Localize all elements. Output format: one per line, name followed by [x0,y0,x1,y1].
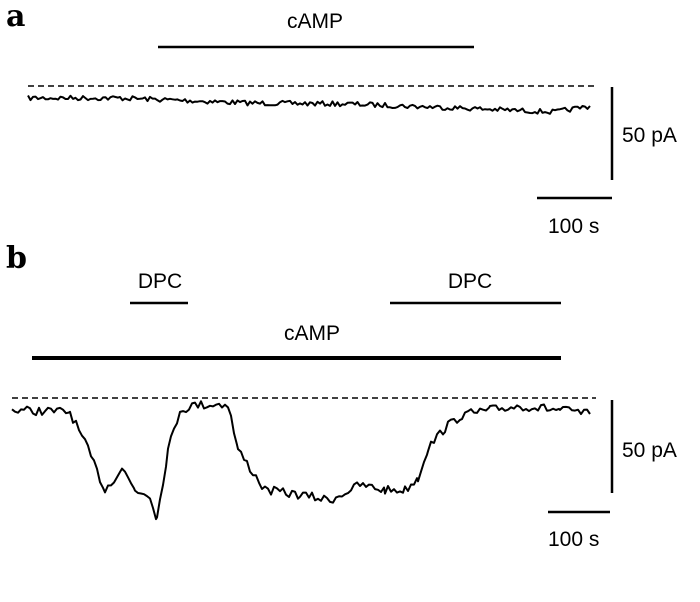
scale-label-time: 100 s [548,215,599,238]
panel-a: a cAMP 50 pA 100 s [6,0,677,238]
treatment-label: cAMP [287,10,343,33]
scale-label-current: 50 pA [622,439,677,462]
panel-b: b DPC DPC cAMP 50 pA 100 s [6,241,677,551]
treatment-label: DPC [138,270,182,293]
treatment-label: cAMP [284,322,340,345]
panel-label: b [6,241,27,276]
current-trace [27,94,591,115]
panel-label: a [6,0,25,34]
scale-label-time: 100 s [548,528,599,551]
scale-label-current: 50 pA [622,124,677,147]
current-trace [11,400,591,521]
treatment-label: DPC [448,270,492,293]
